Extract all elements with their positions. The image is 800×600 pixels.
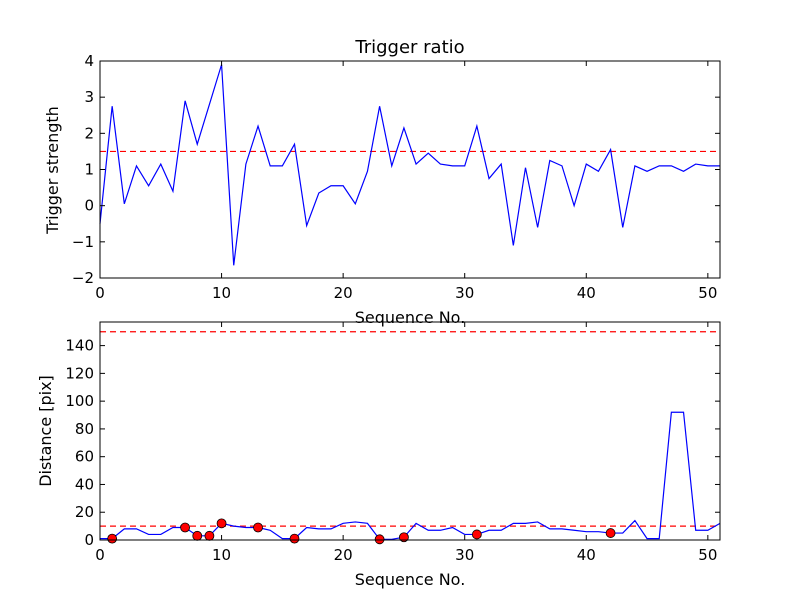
y-tick-label: 2 <box>84 124 94 142</box>
y-tick-label: 140 <box>65 337 94 355</box>
y-tick-label: 60 <box>75 448 94 466</box>
x-tick-label: 50 <box>698 546 717 564</box>
x-tick-label: 20 <box>334 546 353 564</box>
series-line <box>99 64 720 266</box>
x-tick-label: 40 <box>577 284 596 302</box>
x-tick-label: 30 <box>455 284 474 302</box>
x-tick-label: 40 <box>577 546 596 564</box>
y-tick-label: 4 <box>84 52 94 70</box>
series-line <box>100 411 721 540</box>
x-tick-label: 50 <box>698 284 717 302</box>
data-marker <box>374 534 385 545</box>
x-tick-label: 0 <box>95 546 105 564</box>
x-axis-label: Sequence No. <box>355 308 466 327</box>
data-marker <box>204 530 215 541</box>
y-tick-label: 80 <box>75 420 94 438</box>
data-marker <box>289 533 300 544</box>
trigger-ratio-plot: Trigger ratio 0 10 20 30 40 50 −2 −1 0 1 2 3 4 Trigg… <box>43 37 721 327</box>
y-tick-label: −1 <box>72 233 94 251</box>
y-tick-label: 20 <box>75 503 94 521</box>
data-marker <box>192 530 203 541</box>
y-tick-label: 1 <box>84 161 94 179</box>
plot-frame <box>99 321 721 541</box>
data-marker <box>216 518 227 529</box>
data-marker <box>107 533 118 544</box>
data-marker <box>471 529 482 540</box>
y-axis-label: Trigger strength <box>43 106 62 235</box>
data-marker <box>605 528 616 538</box>
x-tick-label: 10 <box>212 284 231 302</box>
y-tick-label: 3 <box>84 88 94 106</box>
x-axis-label: Sequence No. <box>355 570 466 589</box>
x-tick-label: 10 <box>212 546 231 564</box>
y-tick-label: 0 <box>84 197 94 215</box>
data-marker <box>253 522 263 533</box>
y-tick-label: 40 <box>75 475 94 493</box>
x-tick-label: 20 <box>334 284 353 302</box>
x-tick-label: 0 <box>95 284 105 302</box>
data-marker <box>399 532 409 543</box>
y-tick-label: −2 <box>72 269 94 287</box>
plot-frame <box>99 60 721 279</box>
x-tick-label: 30 <box>455 546 474 564</box>
chart-title: Trigger ratio <box>354 37 464 58</box>
distance-plot: 0 10 20 30 40 50 0 20 40 60 80 100 120 140 Distance [… <box>36 321 721 589</box>
y-tick-label: 0 <box>84 531 94 549</box>
data-marker <box>180 522 190 533</box>
y-axis-label: Distance [pix] <box>36 375 55 487</box>
y-tick-label: 100 <box>65 392 94 410</box>
y-tick-label: 120 <box>65 364 94 382</box>
